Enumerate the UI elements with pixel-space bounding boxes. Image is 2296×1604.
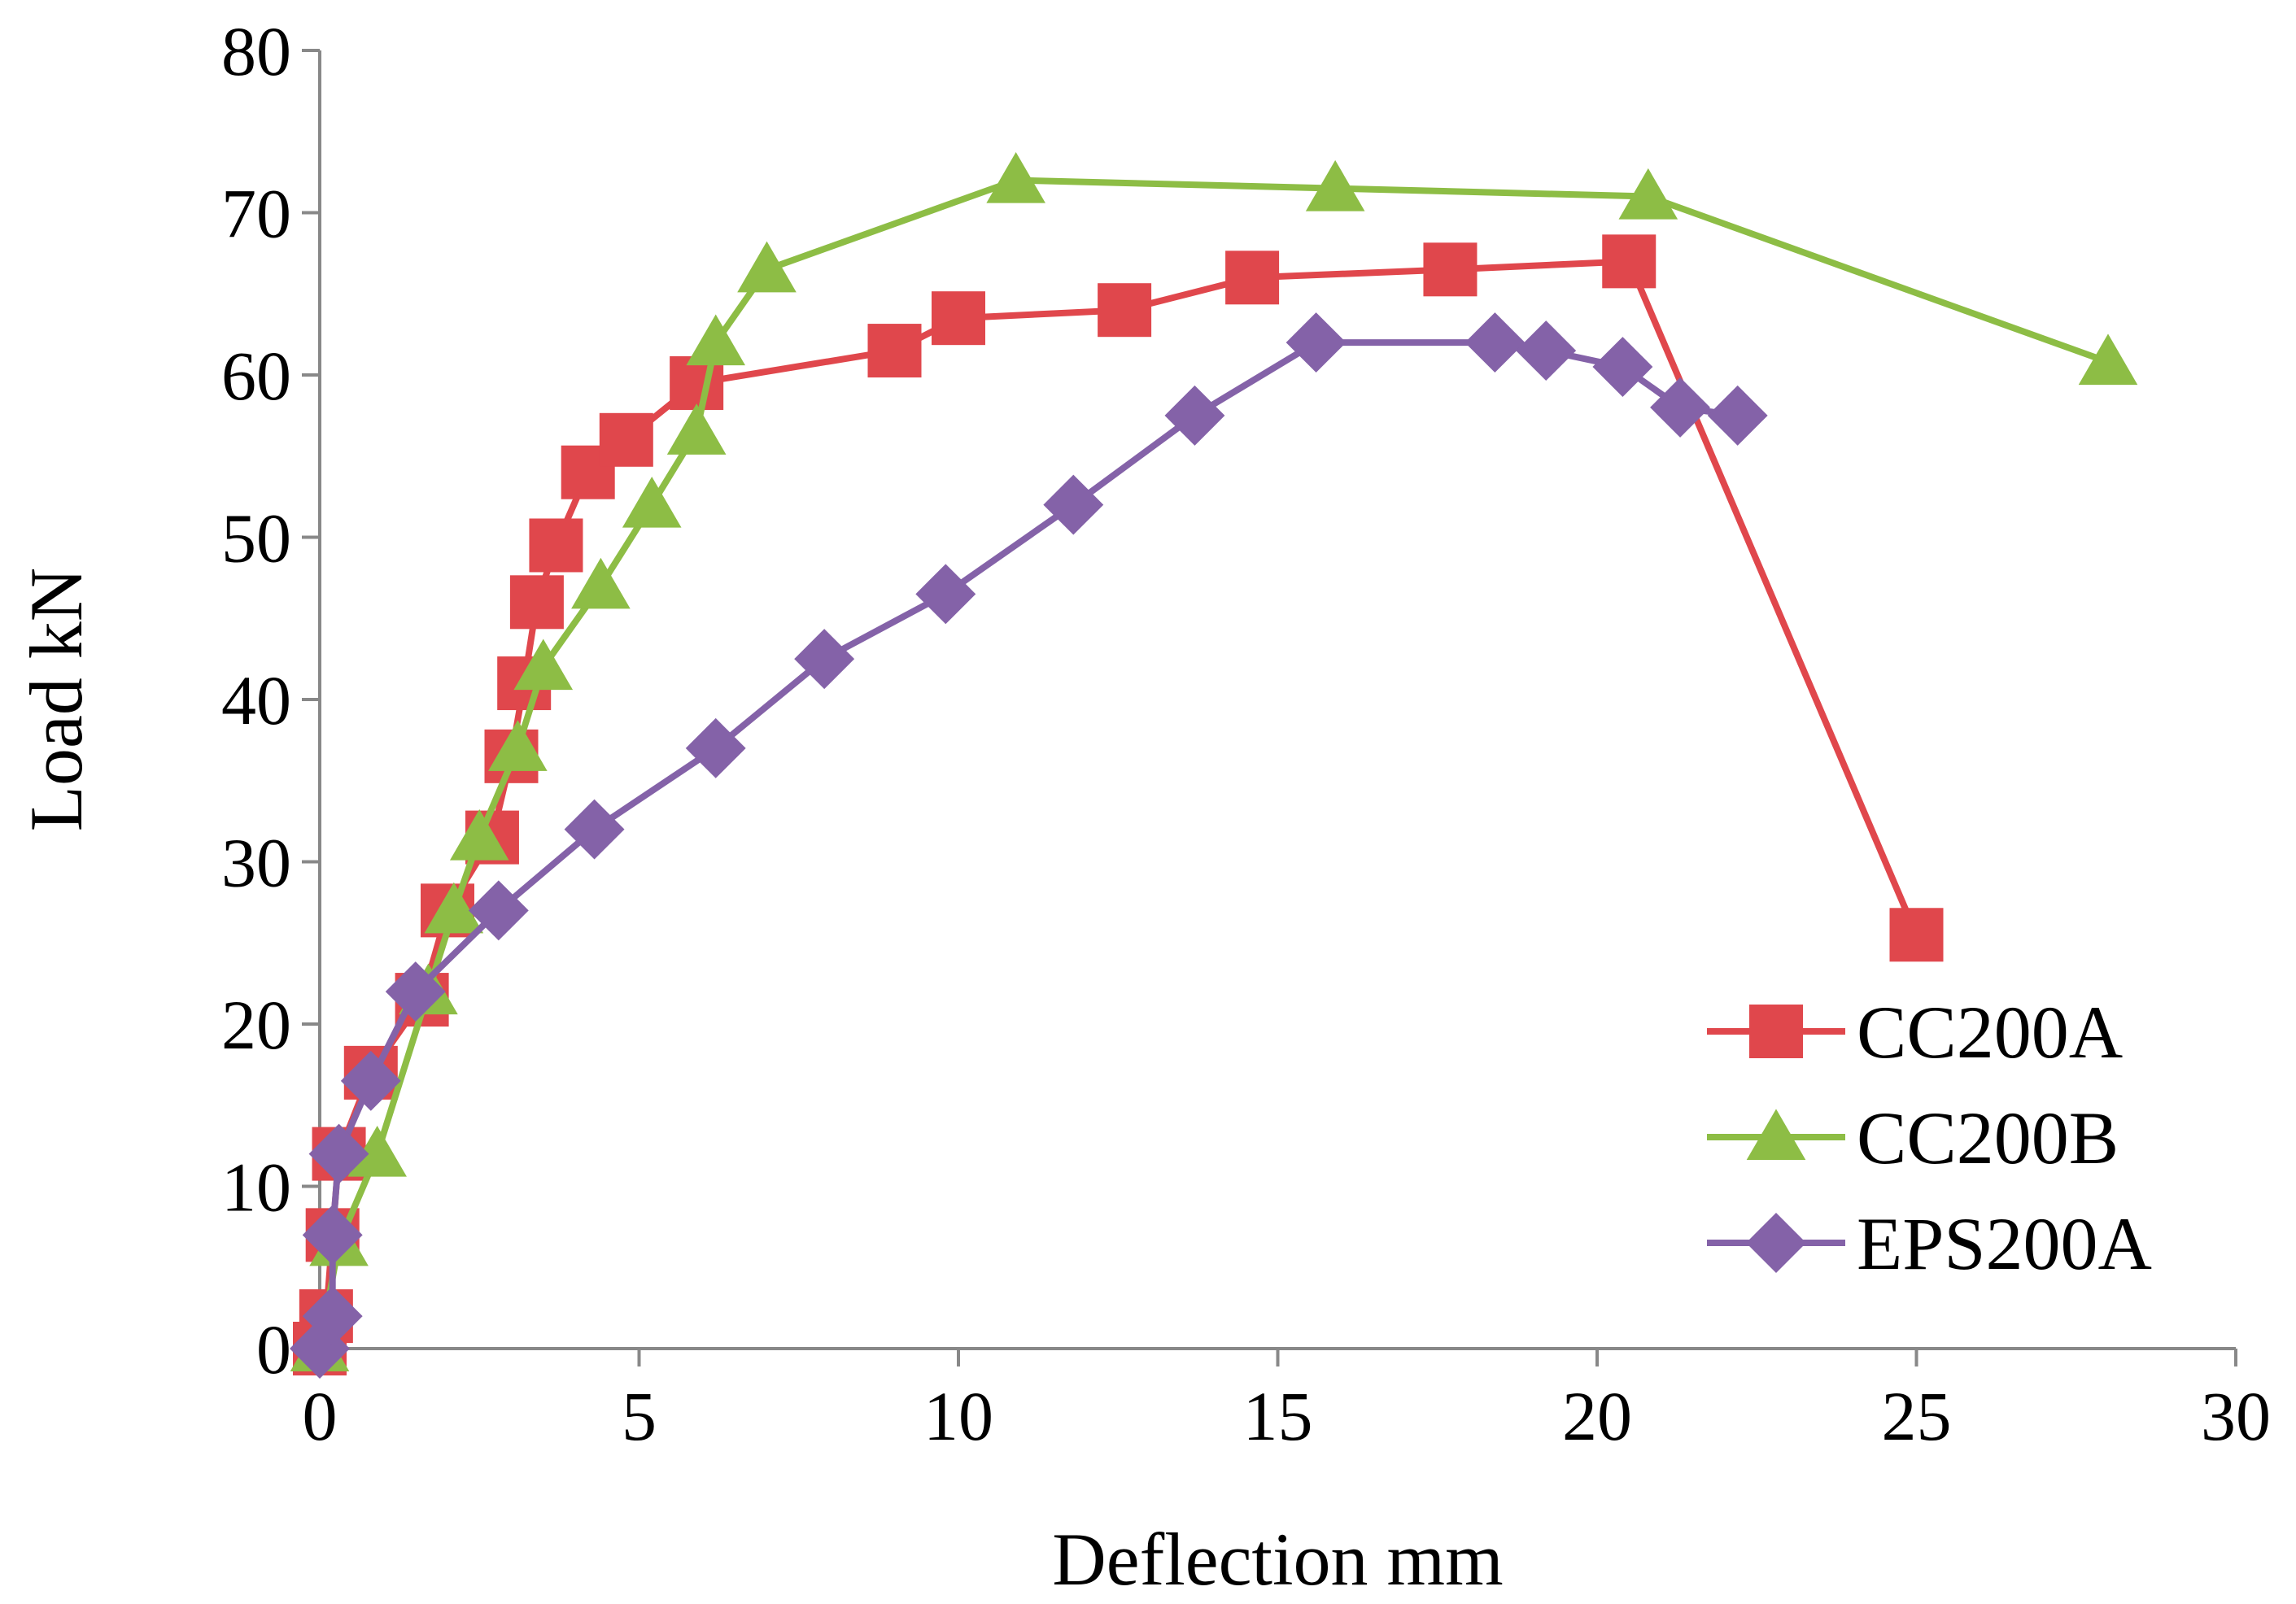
legend-item-cc200a: CC200A bbox=[1707, 991, 2123, 1074]
data-point-eps200a bbox=[685, 717, 746, 778]
data-point-eps200a bbox=[302, 1286, 363, 1347]
data-point-cc200a bbox=[599, 412, 653, 467]
data-point-eps200a bbox=[1592, 337, 1653, 397]
y-tick-label: 40 bbox=[221, 661, 291, 739]
data-point-eps200a bbox=[1464, 312, 1526, 373]
data-point-cc200a bbox=[529, 518, 583, 573]
y-tick-label: 30 bbox=[221, 824, 291, 902]
data-point-cc200b bbox=[986, 151, 1045, 203]
data-point-cc200a bbox=[1889, 908, 1944, 962]
y-tick-label: 70 bbox=[221, 175, 291, 253]
data-point-eps200a bbox=[385, 961, 446, 1022]
data-point-cc200b bbox=[347, 1125, 407, 1177]
data-point-eps200a bbox=[1516, 320, 1577, 381]
data-point-cc200a bbox=[1602, 234, 1657, 289]
x-tick-label: 5 bbox=[622, 1377, 657, 1455]
x-tick-label: 15 bbox=[1243, 1377, 1313, 1455]
x-tick-label: 10 bbox=[923, 1377, 993, 1455]
series-eps200a bbox=[290, 312, 1768, 1379]
data-point-cc200b bbox=[2078, 333, 2138, 386]
legend-label-cc200b: CC200B bbox=[1857, 1096, 2119, 1179]
legend-item-cc200b: CC200B bbox=[1707, 1096, 2119, 1179]
data-point-cc200a bbox=[867, 324, 922, 378]
data-point-eps200a bbox=[302, 1205, 363, 1266]
data-point-eps200a bbox=[564, 799, 625, 860]
y-tick-label: 0 bbox=[256, 1310, 291, 1388]
data-point-cc200a bbox=[932, 291, 985, 346]
data-point-cc200b bbox=[1618, 168, 1678, 220]
series-line-eps200a bbox=[316, 339, 1739, 1350]
data-point-cc200b bbox=[622, 476, 682, 528]
data-point-cc200b bbox=[571, 557, 631, 609]
data-point-cc200a bbox=[1423, 242, 1478, 297]
data-point-cc200a bbox=[509, 575, 564, 630]
data-point-eps200a bbox=[1285, 312, 1347, 373]
data-point-cc200b bbox=[737, 241, 797, 293]
data-point-eps200a bbox=[1164, 385, 1225, 446]
legend-label-cc200a: CC200A bbox=[1857, 991, 2123, 1074]
x-axis-title: Deflection mm bbox=[1052, 1518, 1503, 1601]
x-ticks: 0 5 10 15 20 25 30 bbox=[303, 1349, 2271, 1455]
x-tick-label: 25 bbox=[1882, 1377, 1952, 1455]
legend-label-eps200a: EPS200A bbox=[1857, 1202, 2152, 1285]
axes: 0 10 20 30 40 50 60 70 80 0 5 10 15 20 25 30 bbox=[221, 12, 2271, 1455]
data-point-cc200b bbox=[424, 882, 484, 934]
data-point-cc200b bbox=[449, 809, 509, 861]
data-point-eps200a bbox=[1707, 385, 1768, 446]
data-point-eps200a bbox=[794, 629, 855, 690]
y-tick-label: 10 bbox=[221, 1149, 291, 1227]
series-layer bbox=[290, 151, 2138, 1379]
data-point-eps200a bbox=[468, 880, 529, 941]
data-point-cc200b bbox=[488, 720, 548, 771]
y-axis-title: Load kN bbox=[15, 568, 98, 831]
legend-marker-eps200a bbox=[1746, 1213, 1806, 1273]
legend: CC200A CC200B EPS200A bbox=[1707, 991, 2152, 1285]
x-tick-label: 20 bbox=[1562, 1377, 1632, 1455]
data-point-eps200a bbox=[915, 564, 976, 625]
data-point-eps200a bbox=[1650, 377, 1711, 438]
y-tick-label: 80 bbox=[221, 12, 291, 90]
data-point-cc200b bbox=[666, 403, 727, 455]
y-ticks: 0 10 20 30 40 50 60 70 80 bbox=[221, 12, 320, 1388]
legend-marker-cc200a bbox=[1749, 1005, 1803, 1058]
data-point-eps200a bbox=[1043, 474, 1104, 535]
data-point-cc200b bbox=[513, 639, 574, 691]
data-point-eps200a bbox=[340, 1050, 401, 1111]
legend-item-eps200a: EPS200A bbox=[1707, 1202, 2152, 1285]
data-point-cc200a bbox=[1225, 251, 1280, 305]
data-point-eps200a bbox=[308, 1123, 369, 1184]
data-point-cc200a bbox=[1098, 283, 1152, 338]
legend-marker-cc200b bbox=[1746, 1109, 1806, 1161]
y-tick-label: 60 bbox=[221, 337, 291, 415]
series-line-cc200b bbox=[316, 177, 2110, 1349]
data-point-cc200b bbox=[686, 314, 745, 366]
series-cc200b bbox=[290, 151, 2138, 1372]
x-tick-label: 30 bbox=[2201, 1377, 2271, 1455]
data-point-cc200b bbox=[1305, 159, 1365, 211]
y-tick-label: 20 bbox=[221, 986, 291, 1064]
x-tick-label: 0 bbox=[303, 1377, 338, 1455]
y-tick-label: 50 bbox=[221, 499, 291, 578]
